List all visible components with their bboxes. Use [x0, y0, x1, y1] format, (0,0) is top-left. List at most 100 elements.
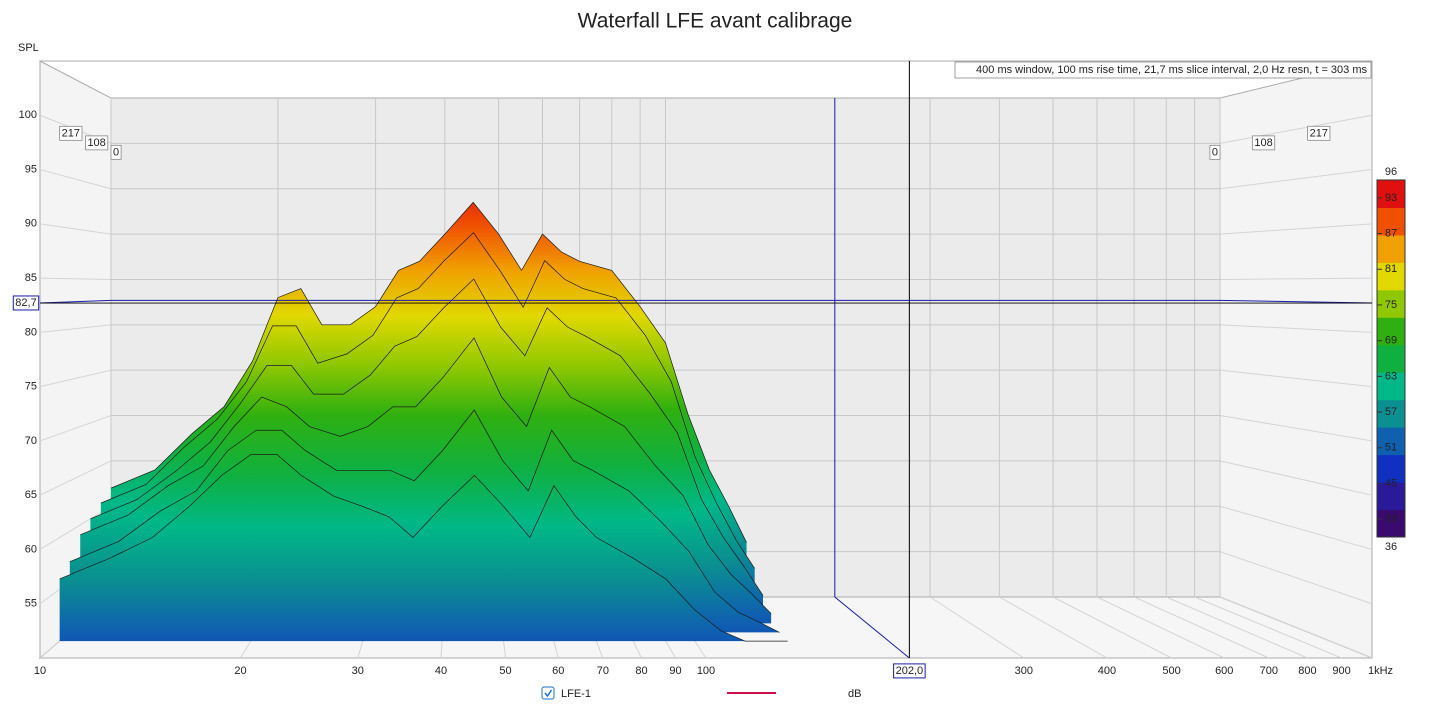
y-tick-label: 95 [25, 163, 37, 175]
wall-grid-line [1219, 169, 1373, 190]
info-text: 400 ms window, 100 ms rise time, 21,7 ms… [976, 64, 1367, 76]
wall-grid-line [39, 460, 112, 496]
colorbar-tick-label: 39 [1385, 513, 1397, 525]
colorbar-segment [1377, 427, 1405, 456]
wall-grid-line [1219, 277, 1373, 280]
slice-line [59, 454, 788, 642]
y-tick-label: 75 [25, 381, 37, 393]
time-tick-box [1251, 135, 1276, 151]
x-tick-label: 40 [435, 665, 447, 677]
colorbar-segment [1377, 207, 1405, 236]
x-tick-label: 500 [1162, 665, 1180, 677]
x-tick-label: 30 [352, 665, 364, 677]
colorbar-segment [1377, 344, 1405, 373]
legend-name: LFE-1 [561, 688, 591, 700]
cursor-label: 202,0 [896, 665, 924, 677]
colorbar-segment [1377, 234, 1405, 263]
slice-line [90, 278, 764, 596]
wall-grid-line [39, 277, 112, 280]
colorbar-segment [1377, 180, 1405, 208]
x-tick-label: 1kHz [1368, 665, 1393, 677]
wall-grid-line [1219, 415, 1373, 442]
check-mark [544, 689, 553, 698]
cursor-label: 82,7 [15, 297, 36, 309]
colorbar-tick-label: 75 [1385, 299, 1397, 311]
colorbar-tick-label: 93 [1385, 192, 1397, 204]
wall-grid-line [39, 369, 112, 388]
x-tick-label: 70 [597, 665, 609, 677]
colorbar-segment [1377, 289, 1405, 318]
colorbar-tick-label: 51 [1385, 442, 1397, 454]
slice-line [80, 337, 772, 614]
y-tick-label: 90 [25, 218, 37, 230]
wall-grid-line [1219, 505, 1373, 550]
time-tick-label: 108 [87, 137, 105, 149]
floor-grid-line [1133, 596, 1270, 659]
y-tick-label: 100 [19, 109, 37, 121]
x-tick-label: 60 [552, 665, 564, 677]
wall-grid-line [39, 415, 112, 442]
cursor-label-box [893, 663, 926, 679]
colorbar-tick-label: 57 [1385, 406, 1397, 418]
colorbar-segment [1377, 482, 1405, 511]
x-tick-label: 700 [1260, 665, 1278, 677]
floor-grid-line [1096, 596, 1225, 659]
time-tick-label: 217 [1310, 127, 1328, 139]
y-tick-label: 70 [25, 435, 37, 447]
legend-unit: dB [848, 688, 861, 700]
y-tick-label: 85 [25, 272, 37, 284]
slice-line [110, 201, 747, 543]
wall-grid-line [1219, 369, 1373, 388]
wall-grid-line [39, 324, 112, 333]
floor-grid-line [999, 596, 1108, 659]
x-tick-label: 90 [669, 665, 681, 677]
colorbar-segment [1377, 372, 1405, 401]
x-tick-label: 80 [635, 665, 647, 677]
floor-grid-line [1052, 596, 1172, 659]
x-tick-label: 20 [234, 665, 246, 677]
time-tick-label: 217 [62, 127, 80, 139]
wall-grid-line [1219, 551, 1373, 605]
wall-grid-line [1219, 460, 1373, 496]
colorbar-tick-label: 45 [1385, 477, 1397, 489]
x-tick-label: 600 [1215, 665, 1233, 677]
floor-grid-line [1219, 596, 1373, 659]
slice-area [59, 454, 788, 642]
x-tick-label: 900 [1332, 665, 1350, 677]
colorbar-max: 96 [1385, 166, 1397, 178]
colorbar-segment [1377, 399, 1405, 428]
colorbar-frame [1376, 179, 1406, 538]
colorbar-tick-label: 69 [1385, 335, 1397, 347]
x-tick-label: 800 [1298, 665, 1316, 677]
wall-grid-line [39, 223, 112, 235]
y-axis-label: SPL [18, 42, 39, 54]
colorbar-segment [1377, 262, 1405, 291]
time-tick-label: 0 [1212, 146, 1218, 158]
wall-grid-line [39, 169, 112, 190]
chart-title: Waterfall LFE avant calibrage [578, 10, 853, 33]
time-tick-label: 0 [113, 146, 119, 158]
x-tick-label: 300 [1015, 665, 1033, 677]
colorbar-min: 36 [1385, 541, 1397, 553]
legend-checkbox[interactable] [541, 686, 555, 700]
right-wall [1219, 60, 1373, 659]
wall-grid-line [39, 505, 112, 550]
colorbar-tick-label: 87 [1385, 227, 1397, 239]
slice-line [69, 409, 780, 633]
y-tick-label: 55 [25, 598, 37, 610]
x-tick-label: 50 [499, 665, 511, 677]
colorbar-tick-label: 81 [1385, 263, 1397, 275]
time-tick-box [1307, 125, 1331, 141]
time-tick-box [110, 144, 122, 160]
time-tick-box [59, 125, 83, 141]
cursor-y-back [39, 299, 1373, 304]
x-tick-label: 400 [1098, 665, 1116, 677]
time-tick-box [85, 135, 109, 151]
cursor-x-back [834, 98, 910, 659]
x-tick-label: 10 [34, 665, 46, 677]
y-tick-label: 60 [25, 543, 37, 555]
wall-grid-line [1219, 114, 1373, 144]
time-tick-label: 108 [1254, 137, 1272, 149]
slice-line [100, 232, 755, 569]
wall-grid-line [1219, 324, 1373, 333]
